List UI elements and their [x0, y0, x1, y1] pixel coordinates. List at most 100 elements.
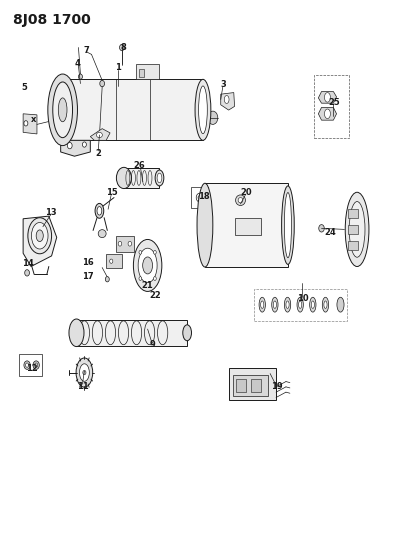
Ellipse shape	[142, 257, 152, 274]
Ellipse shape	[197, 183, 213, 267]
Ellipse shape	[183, 325, 191, 341]
Text: 7: 7	[84, 46, 89, 55]
Bar	[136, 64, 159, 79]
Ellipse shape	[100, 80, 105, 87]
Ellipse shape	[284, 192, 291, 258]
Polygon shape	[318, 108, 337, 120]
Ellipse shape	[198, 196, 201, 199]
Bar	[191, 187, 208, 208]
Ellipse shape	[195, 79, 211, 140]
Ellipse shape	[224, 95, 229, 103]
Bar	[314, 75, 349, 138]
Text: 9: 9	[150, 340, 155, 349]
Ellipse shape	[53, 82, 72, 138]
Ellipse shape	[80, 364, 89, 381]
Polygon shape	[318, 92, 337, 103]
Ellipse shape	[119, 44, 124, 51]
Text: 25: 25	[328, 98, 340, 107]
Ellipse shape	[298, 301, 302, 309]
Ellipse shape	[36, 230, 43, 241]
Text: 13: 13	[45, 208, 57, 217]
Text: 19: 19	[271, 382, 283, 391]
Ellipse shape	[324, 93, 330, 102]
Text: 20: 20	[241, 188, 252, 197]
Bar	[251, 379, 261, 392]
Ellipse shape	[139, 251, 142, 254]
Ellipse shape	[98, 230, 106, 238]
Ellipse shape	[133, 239, 162, 292]
Bar	[234, 217, 261, 235]
Ellipse shape	[48, 74, 78, 146]
Ellipse shape	[273, 301, 277, 309]
Ellipse shape	[261, 301, 264, 309]
Text: 8: 8	[120, 43, 126, 52]
Ellipse shape	[28, 217, 52, 254]
Ellipse shape	[324, 301, 327, 309]
Bar	[348, 241, 358, 249]
Ellipse shape	[139, 277, 142, 280]
Ellipse shape	[208, 111, 218, 124]
Bar	[139, 69, 144, 77]
Bar	[116, 236, 134, 252]
Ellipse shape	[67, 142, 72, 149]
Ellipse shape	[58, 98, 67, 122]
Ellipse shape	[154, 277, 156, 280]
Text: 4: 4	[75, 60, 81, 68]
Ellipse shape	[110, 259, 113, 263]
Bar	[106, 254, 122, 268]
Ellipse shape	[286, 301, 289, 309]
Ellipse shape	[282, 186, 294, 264]
Ellipse shape	[25, 270, 29, 276]
Ellipse shape	[324, 109, 330, 118]
Bar	[76, 319, 187, 346]
Bar	[124, 168, 160, 188]
Ellipse shape	[96, 132, 102, 138]
Text: 2: 2	[95, 149, 101, 158]
Text: 11: 11	[76, 382, 88, 391]
Text: 5: 5	[21, 83, 27, 92]
Polygon shape	[60, 140, 90, 156]
Text: 17: 17	[82, 271, 94, 280]
Bar	[62, 79, 203, 140]
Text: 3: 3	[220, 80, 226, 89]
Polygon shape	[221, 93, 234, 110]
Ellipse shape	[118, 241, 122, 246]
Text: x: x	[31, 115, 37, 124]
Ellipse shape	[83, 370, 86, 375]
Polygon shape	[23, 114, 37, 134]
Text: 15: 15	[106, 188, 118, 197]
Ellipse shape	[284, 297, 291, 312]
Ellipse shape	[95, 204, 104, 218]
Ellipse shape	[25, 363, 29, 367]
Ellipse shape	[78, 74, 82, 79]
Ellipse shape	[337, 297, 344, 312]
Ellipse shape	[349, 201, 365, 257]
Text: 21: 21	[142, 280, 154, 289]
Text: 16: 16	[82, 258, 94, 266]
Text: 14: 14	[22, 260, 34, 268]
Ellipse shape	[199, 86, 207, 134]
Ellipse shape	[138, 248, 157, 282]
Ellipse shape	[157, 173, 162, 183]
Ellipse shape	[311, 301, 314, 309]
Ellipse shape	[310, 297, 316, 312]
Ellipse shape	[272, 297, 278, 312]
Ellipse shape	[33, 361, 39, 369]
Polygon shape	[90, 128, 110, 140]
Bar	[205, 183, 288, 267]
Bar	[228, 368, 276, 400]
Bar	[19, 354, 42, 376]
Ellipse shape	[345, 192, 369, 266]
Bar	[232, 375, 268, 396]
Bar	[348, 209, 358, 217]
Ellipse shape	[128, 241, 132, 246]
Text: 24: 24	[324, 228, 336, 237]
Text: 1: 1	[115, 63, 121, 72]
Text: 22: 22	[150, 291, 162, 300]
Ellipse shape	[238, 198, 243, 203]
Text: 10: 10	[297, 294, 308, 303]
Bar	[348, 225, 358, 233]
Text: 18: 18	[198, 192, 210, 201]
Text: 23: 23	[352, 233, 364, 242]
Ellipse shape	[24, 361, 30, 369]
